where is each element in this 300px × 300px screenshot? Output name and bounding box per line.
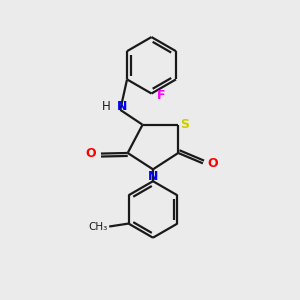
- Text: O: O: [207, 157, 218, 170]
- Text: N: N: [117, 100, 128, 113]
- Text: O: O: [86, 147, 97, 160]
- Text: H: H: [102, 100, 110, 113]
- Text: N: N: [148, 170, 158, 183]
- Text: S: S: [181, 118, 190, 130]
- Text: F: F: [157, 88, 165, 101]
- Text: CH₃: CH₃: [88, 221, 108, 232]
